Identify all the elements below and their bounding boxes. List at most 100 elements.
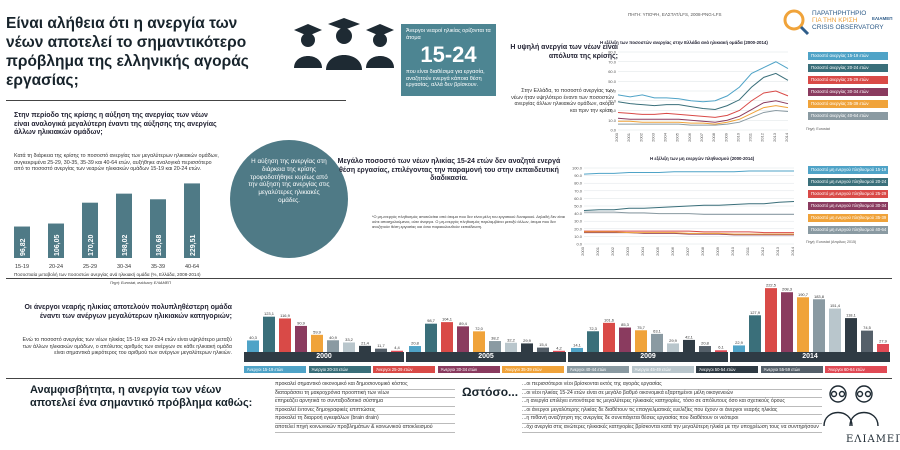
unemployed-bar bbox=[279, 318, 291, 352]
unemployed-bar-value: 32,2 bbox=[507, 337, 516, 342]
unemployed-bar-value: 101,6 bbox=[604, 317, 615, 322]
x-tick-label: 2006 bbox=[670, 246, 675, 256]
y-tick-label: 30.0 bbox=[574, 219, 583, 224]
year-label: 2000 bbox=[244, 352, 404, 362]
unemployed-bar-value: 183,8 bbox=[814, 294, 825, 299]
unemployed-bar bbox=[733, 345, 745, 352]
unemployed-bar-value: 98,7 bbox=[427, 318, 436, 323]
x-tick-label: 2009 bbox=[723, 132, 728, 142]
list-item: προκαλεί τη διαρροή εγκεφάλων (brain dra… bbox=[275, 415, 455, 424]
definition-pre: Άνεργοι νεαροί ηλικίας ορίζονται τα άτομ… bbox=[406, 28, 491, 41]
unemployed-bar bbox=[441, 322, 453, 352]
list-item: ...η ανεργία επιλέγει εντονότερα τις μεγ… bbox=[522, 398, 822, 407]
unemployed-bar-value: 116,9 bbox=[280, 313, 290, 318]
bottom-left-heading: Αναμφισβήτητα, η ανεργία των νέων αποτελ… bbox=[30, 384, 253, 409]
series-line bbox=[584, 211, 794, 215]
legend-item: Ποσοστό μη ενεργού πληθυσμού 35-39 bbox=[808, 214, 888, 222]
logo-line3: CRISIS OBSERVATORY bbox=[812, 24, 884, 31]
y-tick-label: 20.0 bbox=[574, 226, 583, 231]
unemployed-bar-value: 72,3 bbox=[589, 326, 598, 331]
inactive-heading: Μεγάλο ποσοστό των νέων ηλικίας 15-24 ετ… bbox=[337, 158, 561, 182]
inactive-chart-title: Η εξέλιξη των μη ενεργών πληθυσμού (2000… bbox=[650, 156, 755, 161]
unemployed-bar-value: 29,9 bbox=[523, 338, 532, 343]
growth-bar-category: 15-19 bbox=[15, 264, 29, 270]
legend-item: Ποσοστό ανεργίας 40-64 ετών bbox=[808, 112, 888, 120]
growth-bar-category: 40-64 bbox=[185, 264, 199, 270]
legend-item: Άνεργοι 25-29 ετών bbox=[373, 366, 436, 373]
inactive-legend: Ποσοστό μη ενεργού πληθυσμού 15-19 Ποσοστ… bbox=[808, 166, 890, 246]
bottom-left-list: προκαλεί σημαντικό οικονομικό και δημοσι… bbox=[275, 381, 455, 433]
rate-chart-source: Πηγή: Eurostat bbox=[806, 127, 830, 131]
x-tick-label: 2001 bbox=[626, 132, 631, 142]
unemployed-bar bbox=[571, 347, 583, 352]
bars-heading: Οι άνεργοι νεαρής ηλικίας αποτελούν πολυ… bbox=[24, 304, 232, 320]
unemployed-bar-value: 104,1 bbox=[442, 317, 453, 322]
growth-bar bbox=[184, 183, 200, 258]
unemployed-bar bbox=[327, 340, 339, 352]
legend-item: Άνεργοι 55-59 ετών bbox=[760, 366, 823, 373]
footer-logo: ΕΛΙΑΜΕΠ bbox=[846, 434, 900, 445]
unemployed-bar bbox=[619, 327, 631, 352]
growth-bar-category: 35-39 bbox=[151, 264, 165, 270]
x-tick-label: 2000 bbox=[580, 246, 585, 256]
page-title: Είναι αλήθεια ότι η ανεργία των νέων απο… bbox=[6, 15, 249, 89]
x-tick-label: 2012 bbox=[760, 132, 765, 142]
unemployed-bar bbox=[359, 345, 371, 352]
highlight-circle-text: Η αύξηση της ανεργίας στη διάρκεια της κ… bbox=[248, 158, 330, 204]
x-tick-label: 2007 bbox=[685, 246, 690, 256]
legend-item: Άνεργοι 60-64 ετών bbox=[825, 366, 888, 373]
series-line bbox=[617, 61, 789, 103]
x-tick-label: 2003 bbox=[625, 246, 630, 256]
unemployed-bar-value: 21,4 bbox=[361, 340, 370, 345]
unemployed-bar-value: 118,1 bbox=[846, 313, 856, 318]
rate-line-chart: 0.0 10.0 20.0 30.0 40.0 50.0 60.0 70.0 80.0 2000 2… bbox=[608, 50, 789, 142]
y-tick-label: 60.0 bbox=[574, 196, 583, 201]
bottom-right-list: ...οι περισσότεροι νέοι βρίσκονται εκτός… bbox=[522, 381, 822, 433]
unemployed-bar bbox=[375, 348, 387, 352]
rate-text: Στην Ελλάδα, το ποσοστό ανεργίας των νέω… bbox=[511, 88, 614, 114]
unemployed-bar-value: 38,2 bbox=[491, 336, 500, 341]
unemployed-bar bbox=[781, 292, 793, 352]
list-item: ...όχι ανεργία στις ανώτερες ηλικιακές κ… bbox=[522, 424, 822, 433]
unemployed-bar bbox=[829, 308, 841, 352]
unemployed-bar bbox=[343, 342, 355, 352]
legend-item: Ποσοστό μη ενεργού πληθυσμού 30-34 bbox=[808, 202, 888, 210]
unemployed-bar bbox=[813, 299, 825, 352]
divider bbox=[6, 100, 346, 101]
legend-item: Ποσοστό ανεργίας 25-29 ετών bbox=[808, 76, 888, 84]
x-tick-label: 2004 bbox=[640, 246, 645, 256]
unemployed-bar-value: 89,4 bbox=[459, 321, 468, 326]
y-tick-label: 0.0 bbox=[610, 128, 616, 133]
y-tick-label: 10.0 bbox=[574, 234, 583, 239]
unemployed-bar bbox=[765, 288, 777, 352]
highlight-circle: Η αύξηση της ανεργίας στη διάρκεια της κ… bbox=[230, 140, 348, 258]
definition-box: Άνεργοι νεαροί ηλικίας ορίζονται τα άτομ… bbox=[401, 24, 496, 96]
legend-item: Ποσοστό μη ενεργού πληθυσμού 20-24 bbox=[808, 178, 888, 186]
series-line bbox=[584, 232, 794, 236]
growth-chart-source: Πηγή: Eurostat, ανάλυση: ΕΛΙΑΜΕΠ bbox=[110, 281, 171, 285]
divider bbox=[6, 378, 892, 379]
unemployed-bar-value: 33,2 bbox=[345, 337, 354, 342]
unemployed-bar-value: 4,4 bbox=[394, 345, 400, 350]
legend-item: Ποσοστό ανεργίας 30-34 ετών bbox=[808, 88, 888, 96]
unemployed-bar-value: 29,9 bbox=[669, 338, 678, 343]
y-tick-label: 100.0 bbox=[572, 166, 583, 171]
unemployed-bar-value: 123,1 bbox=[264, 311, 275, 316]
x-tick-label: 2014 bbox=[784, 132, 789, 142]
series-line bbox=[617, 90, 789, 118]
unemployed-bar bbox=[311, 334, 323, 352]
unemployed-bar bbox=[537, 347, 549, 352]
unemployed-bar-value: 72,0 bbox=[475, 326, 484, 331]
unemployed-bar-value: 59,9 bbox=[313, 329, 322, 334]
unemployed-bar bbox=[683, 339, 695, 352]
unemployed-bar-value: 222,5 bbox=[766, 283, 777, 288]
unemployed-bar-value: 20,8 bbox=[701, 341, 710, 346]
unemployed-bar bbox=[797, 297, 809, 352]
bars-text: Ενώ το ποσοστό ανεργίας των νέων ηλικίας… bbox=[22, 337, 232, 357]
growth-bar-value: 180,68 bbox=[156, 234, 163, 256]
legend-item: Άνεργοι 20-24 ετών bbox=[308, 366, 371, 373]
unemployed-bar bbox=[587, 331, 599, 352]
definition-post: που είναι διαθέσιμα για εργασία, αναζητο… bbox=[406, 69, 485, 88]
unemployed-bar bbox=[635, 330, 647, 352]
unemployed-bar bbox=[425, 323, 437, 352]
